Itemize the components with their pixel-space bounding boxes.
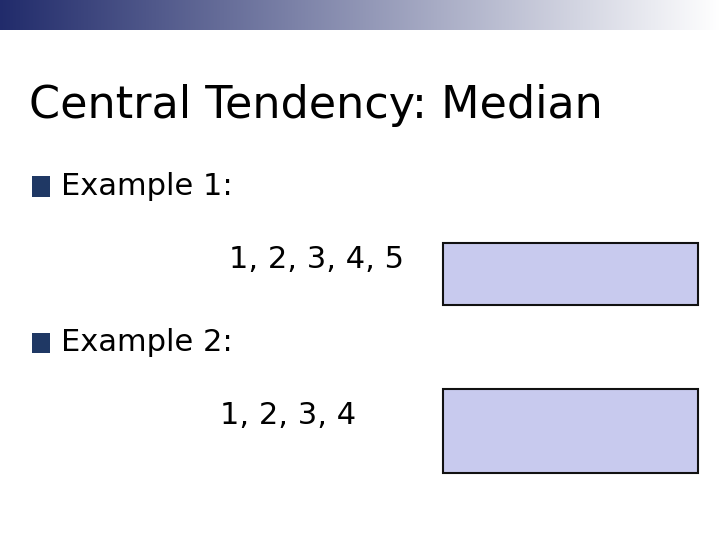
FancyBboxPatch shape [443, 243, 698, 305]
Text: Median = middle two
numbers / 2: Median = middle two numbers / 2 [451, 436, 600, 466]
Text: Central Tendency: Median: Central Tendency: Median [29, 84, 603, 127]
Text: Example 1:: Example 1: [61, 172, 233, 201]
Text: Median = middle number: Median = middle number [451, 285, 629, 299]
FancyBboxPatch shape [443, 389, 698, 472]
Text: Example 2:: Example 2: [61, 328, 233, 357]
FancyBboxPatch shape [32, 176, 50, 197]
Text: 1, 2, 3, 4: 1, 2, 3, 4 [220, 401, 356, 430]
Text: 1, 2, 3, 4, 5: 1, 2, 3, 4, 5 [229, 245, 405, 274]
Text: Odd #:: Odd #: [451, 249, 505, 264]
FancyBboxPatch shape [32, 333, 50, 353]
Text: Even #:: Even #: [451, 395, 511, 409]
